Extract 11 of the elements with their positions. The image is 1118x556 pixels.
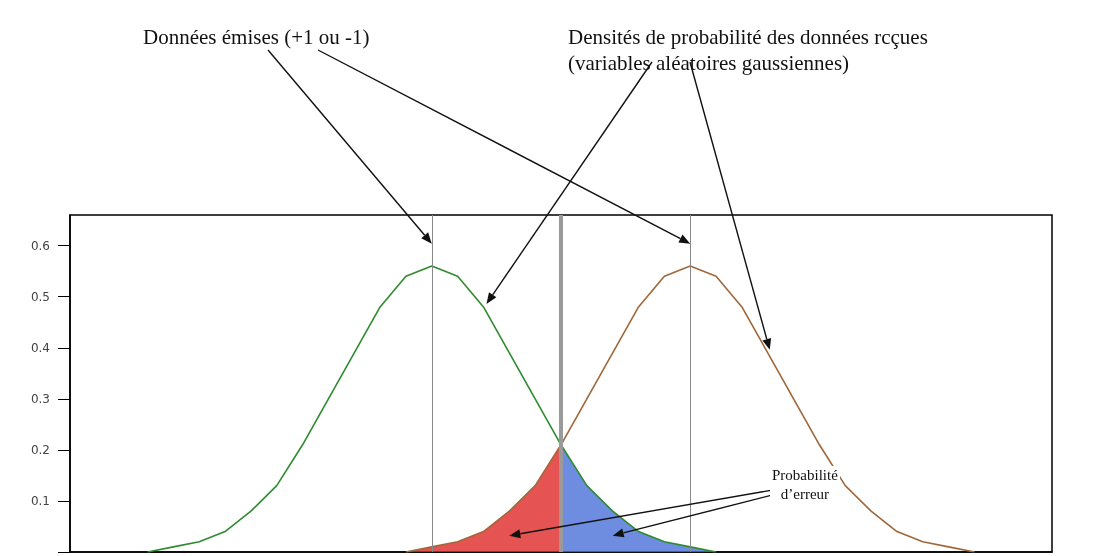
y-tick-label: 0.6 — [30, 238, 50, 253]
y-tick-label: 0.3 — [30, 391, 50, 406]
line-series — [146, 265, 717, 553]
line-series — [405, 265, 976, 553]
y-tick-label: 0.2 — [30, 442, 50, 457]
annotation: Probabilité d’erreur — [770, 466, 840, 504]
text: Densités de probabilité des données rcçues (variables aléatoires gaussiennes) — [568, 24, 928, 77]
y-tick-label: 0.1 — [30, 493, 50, 508]
y-tick-label: 0.5 — [30, 289, 50, 304]
text: Données émises (+1 ou -1) — [143, 24, 370, 51]
y-tick-label: 0.4 — [30, 340, 50, 355]
